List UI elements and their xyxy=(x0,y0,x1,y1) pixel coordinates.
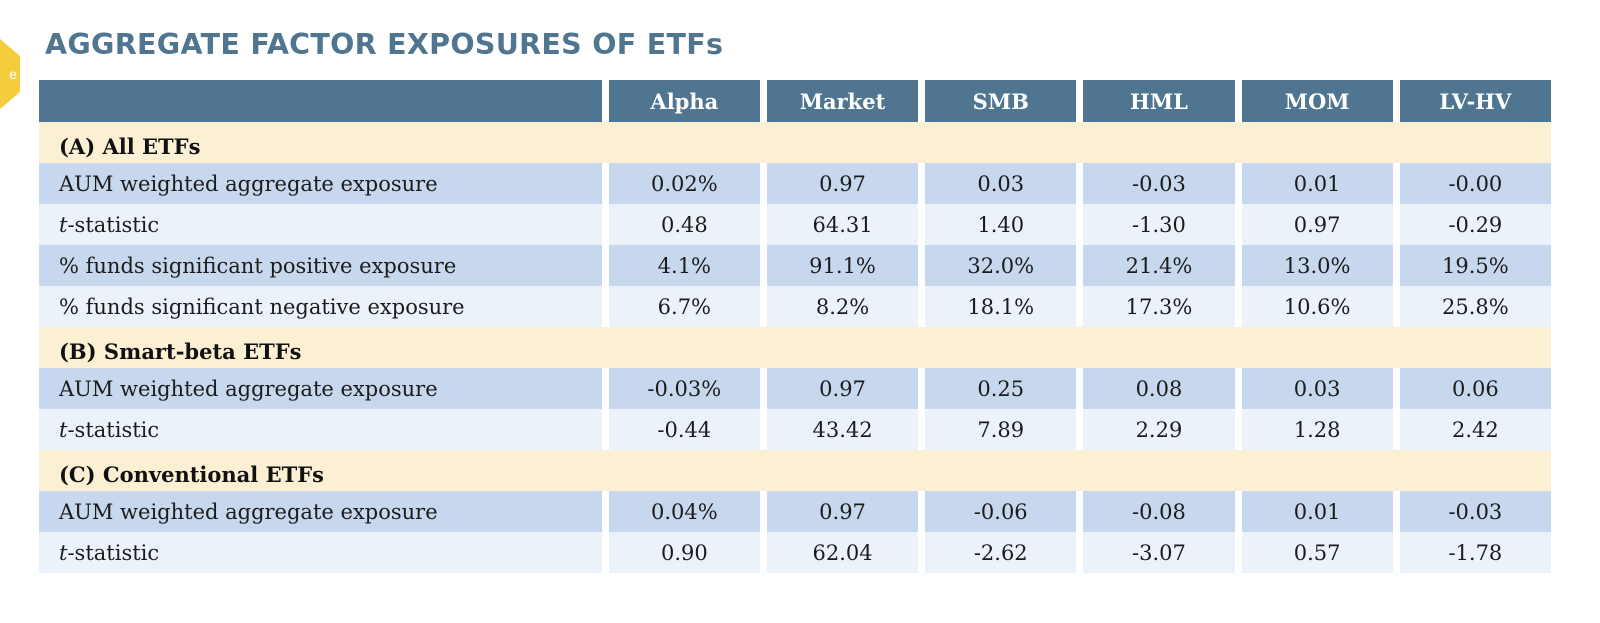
value-cell: 0.48 xyxy=(601,204,760,245)
table-row: t-statistic 0.48 64.31 1.40 -1.30 0.97 -0.29 xyxy=(39,204,1551,245)
value-cell: 25.8% xyxy=(1392,286,1551,327)
header-cell-smb: SMB xyxy=(918,80,1077,122)
row-label-text: AUM weighted aggregate exposure xyxy=(59,499,438,524)
value-cell: 2.29 xyxy=(1076,409,1235,450)
header-cell-lv-hv: LV-HV xyxy=(1392,80,1551,122)
row-label-italic: t xyxy=(59,417,68,442)
table-header-row: Alpha Market SMB HML MOM LV-HV xyxy=(39,80,1551,122)
value-cell: -0.29 xyxy=(1392,204,1551,245)
value-cell: -0.03% xyxy=(601,368,760,409)
value-cell: 43.42 xyxy=(759,409,919,450)
section-header-row: (A) All ETFs xyxy=(39,122,1551,163)
row-label: AUM weighted aggregate exposure xyxy=(39,163,602,204)
table-row: t-statistic -0.44 43.42 7.89 2.29 1.28 2.42 xyxy=(39,409,1551,450)
table-row: t-statistic 0.90 62.04 -2.62 -3.07 0.57 -1.78 xyxy=(39,532,1551,573)
value-cell: 0.08 xyxy=(1076,368,1235,409)
value-cell: 0.57 xyxy=(1234,532,1393,573)
value-cell: 0.97 xyxy=(759,163,919,204)
value-cell: 0.97 xyxy=(759,491,919,532)
value-cell: -1.30 xyxy=(1076,204,1235,245)
value-cell: 64.31 xyxy=(759,204,919,245)
value-cell: 0.03 xyxy=(1234,368,1393,409)
value-cell: 0.06 xyxy=(1392,368,1551,409)
value-cell: 0.03 xyxy=(918,163,1077,204)
value-cell: 1.28 xyxy=(1234,409,1393,450)
header-cell-mom: MOM xyxy=(1234,80,1393,122)
value-cell: 19.5% xyxy=(1392,245,1551,286)
table-body: (A) All ETFs AUM weighted aggregate expos… xyxy=(39,122,1551,573)
value-cell: 0.90 xyxy=(601,532,760,573)
section-title: (C) Conventional ETFs xyxy=(39,450,1551,491)
value-cell: 13.0% xyxy=(1234,245,1393,286)
value-cell: 0.01 xyxy=(1234,491,1393,532)
section-header-row: (B) Smart-beta ETFs xyxy=(39,327,1551,368)
page-title: AGGREGATE FACTOR EXPOSURES OF ETFs xyxy=(45,28,724,61)
row-label-text: % funds significant negative exposure xyxy=(59,294,465,319)
value-cell: -0.00 xyxy=(1392,163,1551,204)
value-cell: 18.1% xyxy=(918,286,1077,327)
value-cell: 32.0% xyxy=(918,245,1077,286)
value-cell: 17.3% xyxy=(1076,286,1235,327)
header-cell-hml: HML xyxy=(1076,80,1235,122)
value-cell: 4.1% xyxy=(601,245,760,286)
value-cell: 62.04 xyxy=(759,532,919,573)
value-cell: 0.01 xyxy=(1234,163,1393,204)
value-cell: 0.97 xyxy=(1234,204,1393,245)
row-label: AUM weighted aggregate exposure xyxy=(39,368,602,409)
value-cell: 1.40 xyxy=(918,204,1077,245)
value-cell: -0.03 xyxy=(1076,163,1235,204)
section-badge: e xyxy=(0,38,20,110)
row-label-text: AUM weighted aggregate exposure xyxy=(59,171,438,196)
row-label-text: -statistic xyxy=(67,417,160,442)
row-label-italic: t xyxy=(59,212,68,237)
value-cell: 91.1% xyxy=(759,245,919,286)
row-label-italic: t xyxy=(59,540,68,565)
value-cell: 0.02% xyxy=(601,163,760,204)
table-row: AUM weighted aggregate exposure -0.03% 0.9… xyxy=(39,368,1551,409)
table-row: % funds significant positive exposure 4.1… xyxy=(39,245,1551,286)
row-label: t-statistic xyxy=(39,532,602,573)
badge-text: e xyxy=(9,66,17,82)
row-label-text: % funds significant positive exposure xyxy=(59,253,457,278)
table-row: AUM weighted aggregate exposure 0.02% 0.97… xyxy=(39,163,1551,204)
value-cell: -0.03 xyxy=(1392,491,1551,532)
table-row: AUM weighted aggregate exposure 0.04% 0.97… xyxy=(39,491,1551,532)
value-cell: 6.7% xyxy=(601,286,760,327)
value-cell: -2.62 xyxy=(918,532,1077,573)
value-cell: 0.25 xyxy=(918,368,1077,409)
value-cell: 2.42 xyxy=(1392,409,1551,450)
value-cell: -3.07 xyxy=(1076,532,1235,573)
value-cell: 0.97 xyxy=(759,368,919,409)
section-header-row: (C) Conventional ETFs xyxy=(39,450,1551,491)
row-label-text: AUM weighted aggregate exposure xyxy=(59,376,438,401)
table-row: % funds significant negative exposure 6.7… xyxy=(39,286,1551,327)
header-cell-alpha: Alpha xyxy=(601,80,760,122)
value-cell: -0.06 xyxy=(918,491,1077,532)
value-cell: -0.44 xyxy=(601,409,760,450)
section-title: (B) Smart-beta ETFs xyxy=(39,327,1551,368)
row-label: t-statistic xyxy=(39,204,602,245)
value-cell: 7.89 xyxy=(918,409,1077,450)
row-label: % funds significant negative exposure xyxy=(39,286,602,327)
row-label-text: -statistic xyxy=(67,212,160,237)
header-cell-market: Market xyxy=(759,80,919,122)
section-title: (A) All ETFs xyxy=(39,122,1551,163)
row-label: % funds significant positive exposure xyxy=(39,245,602,286)
factor-exposure-table: Alpha Market SMB HML MOM LV-HV (A) All ETFs AU… xyxy=(39,80,1551,573)
row-label: AUM weighted aggregate exposure xyxy=(39,491,602,532)
value-cell: -1.78 xyxy=(1392,532,1551,573)
value-cell: -0.08 xyxy=(1076,491,1235,532)
value-cell: 8.2% xyxy=(759,286,919,327)
value-cell: 21.4% xyxy=(1076,245,1235,286)
header-cell-empty xyxy=(39,80,602,122)
row-label-text: -statistic xyxy=(67,540,160,565)
value-cell: 0.04% xyxy=(601,491,760,532)
row-label: t-statistic xyxy=(39,409,602,450)
value-cell: 10.6% xyxy=(1234,286,1393,327)
